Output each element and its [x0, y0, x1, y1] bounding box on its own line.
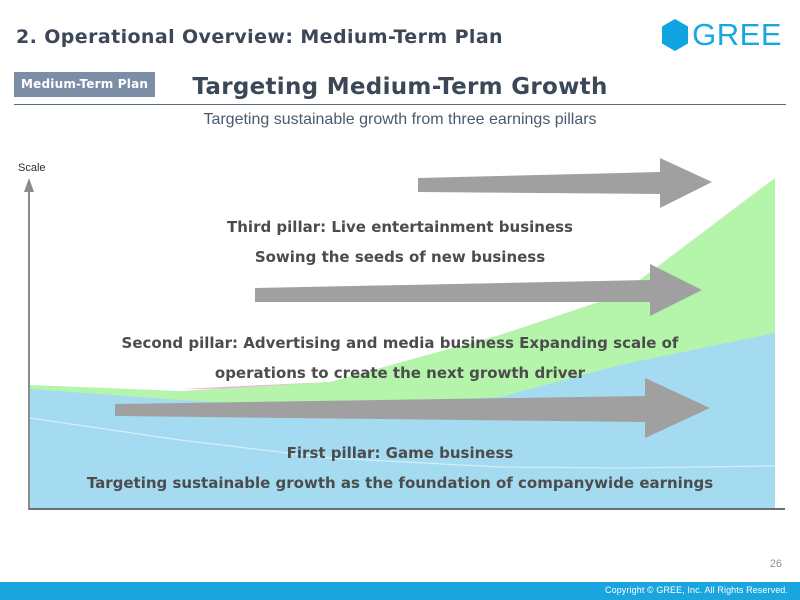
first-pillar-label-line2: Targeting sustainable growth as the foun… [86, 474, 714, 492]
slide-title: Targeting Medium-Term Growth [192, 74, 608, 100]
page-number: 26 [769, 558, 782, 570]
footer-bar: Copyright © GREE, Inc. All Rights Reserv… [0, 582, 800, 600]
stacked-area-chart: Scale Third pillar: Live entertainment b… [0, 150, 800, 530]
axis-scale-label: Scale [18, 162, 46, 174]
page-title: 2. Operational Overview: Medium-Term Pla… [16, 26, 503, 48]
first-pillar-label-line1: First pillar: Game business [286, 444, 514, 462]
gree-logo: GREE [660, 18, 782, 52]
medium-term-plan-badge: Medium-Term Plan [14, 72, 156, 97]
title-divider [14, 104, 786, 105]
third-pillar-label-line1: Third pillar: Live entertainment busines… [227, 218, 573, 236]
gree-hexagon-icon [662, 19, 689, 51]
second-pillar-label-line1: Second pillar: Advertising and media bus… [121, 334, 679, 352]
area-first-pillar [30, 333, 775, 508]
second-pillar-label-line2: operations to create the next growth dri… [214, 364, 586, 382]
second-pillar-arrow [255, 264, 702, 316]
copyright-text: Copyright © GREE, Inc. All Rights Reserv… [605, 585, 788, 595]
slide-subtitle: Targeting sustainable growth from three … [203, 111, 597, 128]
gree-wordmark: GREE [692, 17, 782, 52]
third-pillar-arrow [418, 158, 712, 208]
area-second-pillar [30, 178, 775, 409]
third-pillar-label-line2: Sowing the seeds of new business [254, 248, 546, 266]
chart-canvas [24, 158, 785, 510]
first-pillar-arrow [115, 378, 710, 438]
inner-contour-line [29, 417, 776, 469]
y-axis-arrowhead [24, 178, 34, 192]
